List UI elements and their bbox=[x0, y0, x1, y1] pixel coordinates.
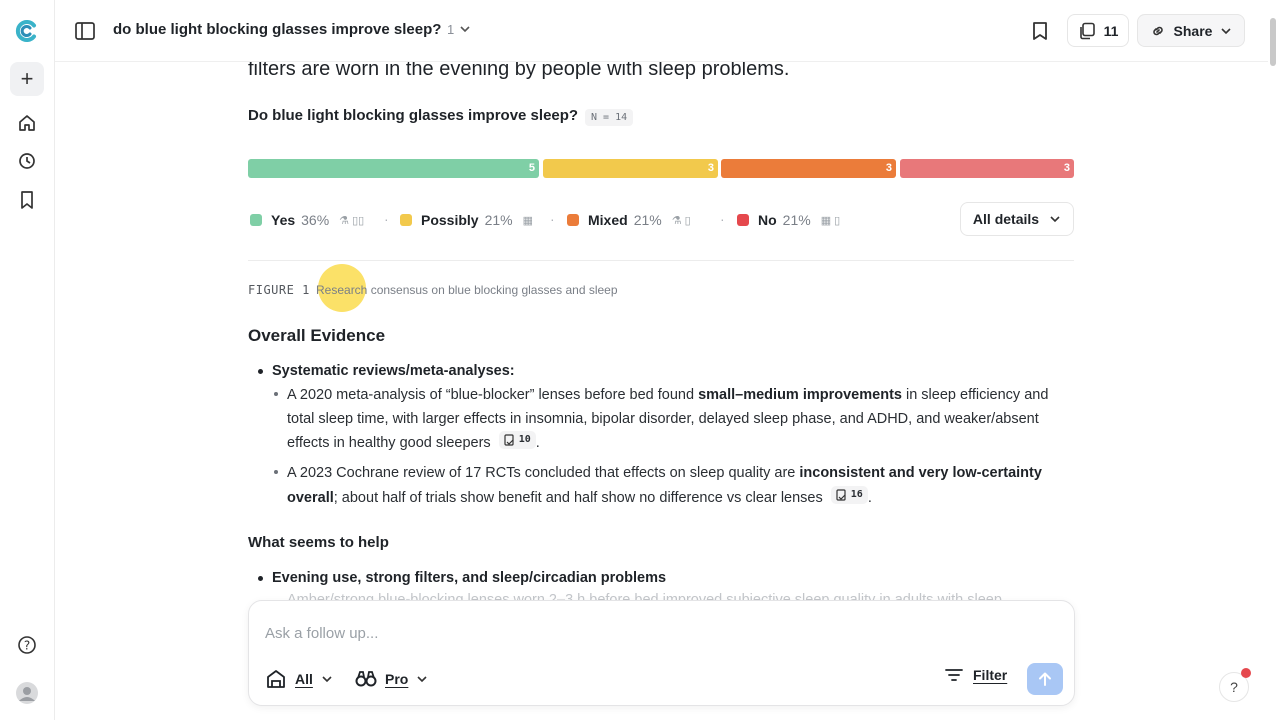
mode-all-icon bbox=[267, 670, 285, 688]
legend-swatch bbox=[737, 214, 749, 226]
legend-yes[interactable]: Yes 36% ⚗ ▯▯ bbox=[250, 211, 367, 229]
bullet bbox=[258, 369, 263, 374]
chevron-down-icon bbox=[322, 676, 332, 683]
search-mode-pro-button[interactable]: Pro bbox=[355, 667, 428, 691]
chevron-down-icon bbox=[460, 26, 470, 33]
help-fab-button[interactable]: ? bbox=[1219, 672, 1249, 702]
legend-swatch bbox=[250, 214, 262, 226]
svg-text:?: ? bbox=[24, 639, 30, 653]
legend-swatch bbox=[567, 214, 579, 226]
sub-bullet bbox=[274, 470, 278, 474]
legend-separator: · bbox=[720, 211, 725, 227]
app-logo-icon[interactable] bbox=[10, 14, 44, 48]
consensus-bar-yes[interactable]: 5 bbox=[248, 159, 539, 178]
systematic-reviews-heading: Systematic reviews/meta-analyses: bbox=[272, 363, 515, 379]
submit-button[interactable] bbox=[1027, 663, 1063, 695]
help-circle-icon: ? bbox=[18, 636, 36, 654]
study-type-icons: ▦ ▯ bbox=[820, 214, 841, 227]
sidebar-toggle-button[interactable] bbox=[73, 19, 97, 43]
copy-icon bbox=[1079, 22, 1095, 39]
legend-mixed[interactable]: Mixed 21% ⚗ ▯ bbox=[567, 211, 694, 229]
section-divider bbox=[248, 260, 1074, 261]
chevron-down-icon bbox=[417, 676, 427, 683]
sources-button[interactable]: 11 bbox=[1067, 14, 1129, 47]
citation-chip[interactable]: 10 bbox=[498, 431, 536, 449]
legend-possibly[interactable]: Possibly 21% ▦ bbox=[400, 211, 536, 229]
what-helps-heading: What seems to help bbox=[248, 534, 389, 551]
bullet bbox=[258, 576, 263, 581]
figure-label: FIGURE 1 bbox=[248, 283, 310, 297]
notification-dot bbox=[1241, 668, 1251, 678]
follow-up-composer: All Pro Filter bbox=[248, 600, 1075, 706]
legend-separator: · bbox=[550, 211, 555, 227]
all-details-button[interactable]: All details bbox=[960, 202, 1074, 236]
thread-count: 1 bbox=[447, 22, 455, 37]
study-type-icons: ▦ bbox=[522, 214, 534, 227]
bookmarks-button[interactable] bbox=[10, 183, 44, 217]
document-icon bbox=[504, 434, 514, 446]
share-label: Share bbox=[1173, 22, 1213, 39]
figure-caption: Research consensus on blue blocking glas… bbox=[316, 283, 618, 297]
consensus-question: Do blue light blocking glasses improve s… bbox=[248, 107, 579, 124]
overall-evidence-heading: Overall Evidence bbox=[248, 326, 386, 345]
what-helps-subheading: Evening use, strong filters, and sleep/c… bbox=[272, 570, 667, 586]
home-icon bbox=[19, 115, 35, 131]
binoculars-icon bbox=[355, 671, 377, 687]
legend-no[interactable]: No 21% ▦ ▯ bbox=[737, 211, 843, 229]
consensus-bar-possibly[interactable]: 3 bbox=[543, 159, 718, 178]
avatar-icon bbox=[16, 682, 38, 704]
chevron-down-icon bbox=[1221, 27, 1232, 34]
citation-chip[interactable]: 16 bbox=[830, 485, 868, 504]
legend-swatch bbox=[400, 214, 412, 226]
evidence-paragraph-1: A 2020 meta-analysis of “blue-blocker” l… bbox=[287, 387, 1049, 451]
document-icon bbox=[836, 488, 846, 501]
plus-icon: + bbox=[20, 66, 34, 91]
sub-bullet bbox=[274, 392, 278, 396]
share-button[interactable]: Share bbox=[1137, 14, 1245, 47]
follow-up-input[interactable] bbox=[265, 625, 865, 642]
answer-lead-text: filters are worn in the evening by peopl… bbox=[248, 58, 790, 80]
consensus-bar-no[interactable]: 3 bbox=[900, 159, 1074, 178]
history-button[interactable] bbox=[10, 144, 44, 178]
top-header: do blue light blocking glasses improve s… bbox=[55, 0, 1268, 62]
chevron-down-icon bbox=[1050, 216, 1060, 223]
study-type-icons: ⚗ ▯▯ bbox=[339, 214, 365, 227]
evidence-paragraph-2: A 2023 Cochrane review of 17 RCTs conclu… bbox=[287, 465, 1042, 506]
filter-icon bbox=[945, 669, 963, 681]
arrow-up-icon bbox=[1039, 672, 1051, 686]
sources-count: 11 bbox=[1103, 22, 1119, 39]
sample-size-badge: N = 14 bbox=[585, 109, 634, 126]
filter-button[interactable]: Filter bbox=[945, 667, 1007, 683]
legend-separator: · bbox=[384, 211, 389, 227]
thread-title[interactable]: do blue light blocking glasses improve s… bbox=[113, 21, 442, 38]
new-thread-button[interactable]: + bbox=[10, 62, 44, 96]
home-button[interactable] bbox=[10, 106, 44, 140]
page-scrollbar[interactable] bbox=[1270, 18, 1276, 66]
help-button[interactable]: ? bbox=[10, 628, 44, 662]
bookmark-icon bbox=[1033, 22, 1047, 40]
bookmark-thread-button[interactable] bbox=[1029, 19, 1051, 43]
sidebar-toggle-icon bbox=[75, 22, 95, 40]
history-icon bbox=[19, 153, 35, 169]
avatar[interactable] bbox=[10, 676, 44, 710]
thread-menu-button[interactable] bbox=[459, 22, 471, 40]
bookmark-icon bbox=[21, 191, 33, 209]
left-rail: + ? bbox=[0, 0, 55, 720]
study-type-icons: ⚗ ▯ bbox=[671, 214, 691, 227]
cursor-highlight bbox=[318, 264, 366, 312]
consensus-bar-mixed[interactable]: 3 bbox=[721, 159, 896, 178]
search-mode-all-button[interactable]: All bbox=[265, 667, 333, 691]
link-icon bbox=[1152, 26, 1163, 35]
